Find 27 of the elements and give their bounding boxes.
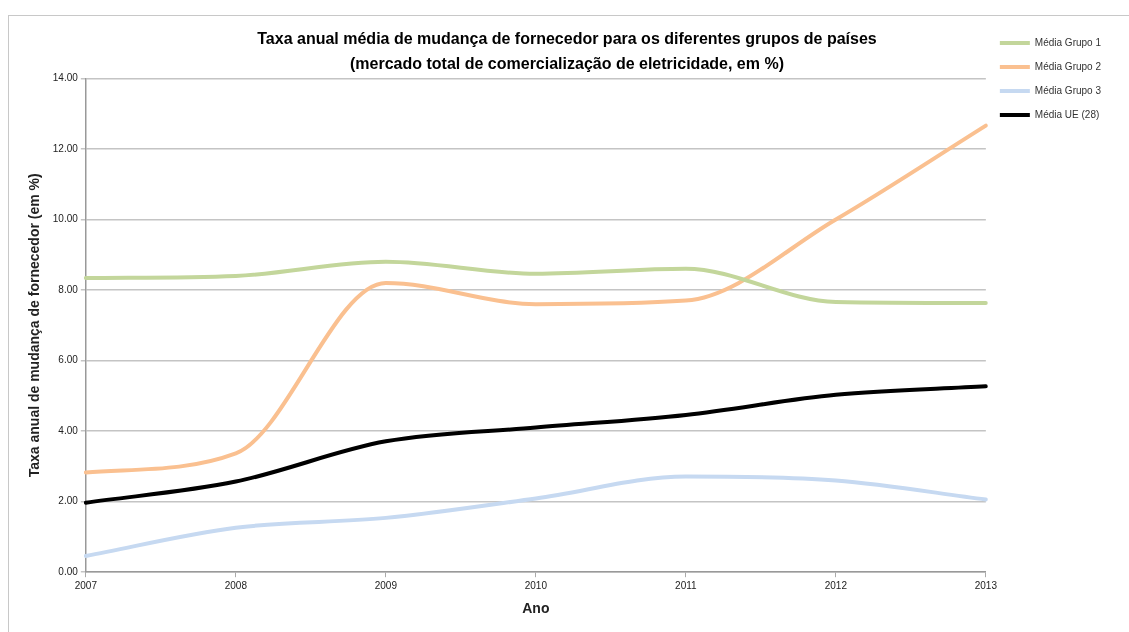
y-tick-label: 12.00	[52, 142, 79, 154]
y-tick-label: 8.00	[58, 283, 79, 295]
x-tick-label: 2012	[824, 579, 848, 591]
y-tick-label: 2.00	[58, 495, 79, 507]
x-tick-label: 2010	[524, 579, 548, 591]
line-series	[83, 259, 988, 306]
y-tick-label: 6.00	[58, 354, 79, 366]
line-series	[83, 384, 988, 505]
y-tick-label: 14.00	[52, 72, 79, 84]
chart-subtitle: (mercado total de comercialização de eletricidade, em %)	[350, 55, 784, 73]
legend-label: Média Grupo 2	[1034, 60, 1102, 72]
x-tick-label: 2009	[374, 579, 398, 591]
line-series	[83, 474, 988, 558]
y-axis-title: Taxa anual de mudança de fornecedor (em %)	[26, 173, 43, 478]
y-tick-label: 0.00	[58, 565, 79, 577]
x-tick-label: 2007	[74, 579, 98, 591]
line-series	[83, 123, 988, 475]
x-tick-label: 2013	[974, 579, 998, 591]
legend-label: Média UE (28)	[1034, 108, 1100, 120]
y-tick-label: 4.00	[58, 424, 79, 436]
x-axis-title: Ano	[522, 600, 550, 617]
legend-label: Média Grupo 3	[1034, 84, 1102, 96]
x-tick-label: 2011	[675, 579, 698, 591]
legend-label: Média Grupo 1	[1034, 36, 1102, 48]
y-tick-label: 10.00	[52, 213, 79, 225]
chart-title: Taxa anual média de mudança de fornecedor para os diferentes grupos de países	[257, 30, 877, 48]
x-tick-label: 2008	[224, 579, 248, 591]
